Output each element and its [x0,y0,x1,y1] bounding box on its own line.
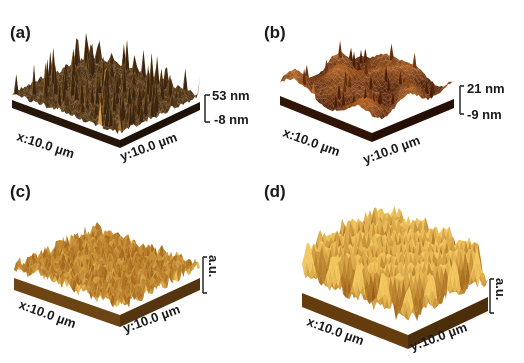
panel-b-label: (b) [264,23,286,42]
panel-a-x-axis-label: x:10.0 µm [15,129,76,162]
panel-c-z-unit: a.u. [206,255,221,277]
panel-c-label: (c) [10,182,31,201]
panel-b-z-min: -9 nm [467,107,502,122]
panel-a-z-min: -8 nm [214,112,249,127]
panel-a-svg: (a) 53 nm -8 nm x:10.0 µm y:10.0 µm [10,23,250,164]
panel-a-y-axis-label: y:10.0 µm [118,129,179,163]
panel-c-svg: (c) a.u. x:10.0 µm y:10.0 µm [10,182,221,336]
panel-c-z-scale [202,256,207,294]
panel-b-z-max: 21 nm [467,81,505,96]
panel-c-surface [14,222,200,327]
panel-d-label: (d) [264,182,286,201]
panel-a-surface [12,33,200,148]
panel-b-svg: (b) 21 nm -9 nm x:10.0 µm y:10.0 µm [264,23,505,167]
panel-d-z-unit: a.u. [493,278,508,300]
panel-d: (d) a.u. x:10.0 µm y:10.0 µm [262,175,524,363]
panel-b: (b) 21 nm -9 nm x:10.0 µm y:10.0 µm [262,0,524,175]
panel-d-svg: (d) a.u. x:10.0 µm y:10.0 µm [264,182,508,354]
panel-a-z-max: 53 nm [212,88,250,103]
panel-d-surface [302,206,488,349]
panel-d-z-scale [489,278,494,314]
panel-a-z-scale [204,94,210,123]
panel-b-x-axis-label: x:10.0 µm [281,125,342,159]
panel-b-z-scale [459,85,464,115]
panel-c: (c) a.u. x:10.0 µm y:10.0 µm [0,175,262,363]
panel-b-surface [280,40,454,142]
panel-a: (a) 53 nm -8 nm x:10.0 µm y:10.0 µm [0,0,262,175]
panel-a-label: (a) [10,23,31,42]
